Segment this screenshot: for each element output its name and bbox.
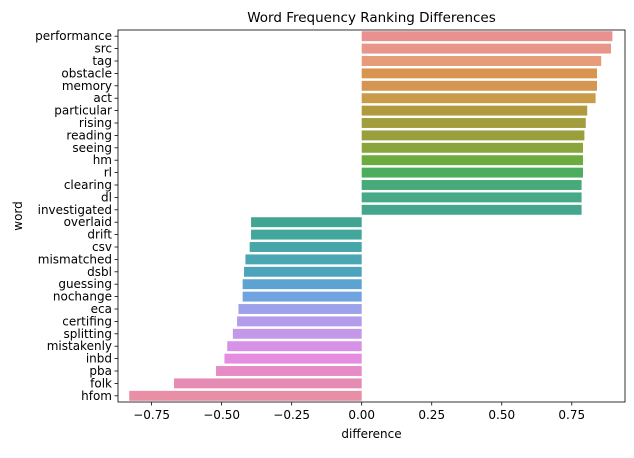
y-tick-label: investigated (38, 203, 112, 217)
bar-rising (361, 118, 586, 128)
chart-title: Word Frequency Ranking Differences (247, 10, 496, 26)
y-tick-label: eca (91, 302, 112, 316)
y-tick-label: memory (62, 79, 112, 93)
y-tick-label: hm (93, 153, 112, 167)
x-tick-label: 0.50 (488, 408, 515, 422)
y-tick-label: tag (92, 54, 112, 68)
y-tick-label: nochange (53, 290, 112, 304)
bar-dsbl (244, 266, 362, 277)
y-tick-label: overlaid (64, 215, 112, 229)
y-tick-label: certifing (62, 314, 112, 328)
bar-drift (251, 229, 362, 240)
bar-overlaid (251, 217, 362, 228)
y-tick-label: drift (87, 228, 112, 242)
x-axis-title: difference (341, 427, 401, 441)
y-tick-label: seeing (72, 141, 112, 155)
bar-seeing (361, 142, 583, 153)
y-tick-label: folk (90, 376, 112, 390)
bar-folk (174, 378, 362, 389)
x-tick-label: −0.75 (133, 408, 170, 422)
y-tick-label: rl (104, 166, 112, 180)
y-tick-label: hfom (81, 389, 112, 403)
bar-csv (249, 242, 362, 252)
bar-reading (361, 130, 585, 141)
x-tick-label: 0.75 (558, 408, 585, 422)
bar-eca (238, 304, 362, 314)
bar-particular (361, 105, 588, 116)
x-tick-label: −0.50 (203, 408, 240, 422)
bars-group (129, 31, 613, 401)
bar-inbd (224, 353, 362, 364)
x-tick-label: 0.00 (348, 408, 375, 422)
bar-performance (361, 31, 613, 42)
bar-rl (361, 167, 583, 178)
y-tick-label: clearing (64, 178, 112, 192)
bar-dl (361, 192, 582, 203)
y-tick-label: mistakenly (47, 339, 112, 353)
y-tick-label: obstacle (61, 66, 112, 80)
y-tick-label: csv (92, 240, 112, 254)
y-tick-label: performance (35, 29, 112, 43)
bar-src (361, 43, 611, 54)
x-tick-label: −0.25 (273, 408, 310, 422)
bar-pba (216, 366, 362, 376)
bar-memory (361, 80, 597, 91)
y-tick-label: act (93, 91, 112, 105)
y-tick-label: particular (54, 104, 112, 118)
bar-guessing (242, 279, 362, 290)
bar-certifing (237, 316, 362, 327)
y-tick-label: dl (101, 190, 112, 204)
y-tick-label: dsbl (87, 265, 112, 279)
y-tick-label: src (94, 42, 112, 56)
y-axis: performancesrctagobstaclememoryactpartic… (35, 29, 118, 403)
plot-frame (117, 29, 626, 403)
y-tick-label: rising (79, 116, 112, 130)
bar-act (361, 93, 596, 104)
bar-nochange (242, 291, 362, 302)
x-tick-label: 0.25 (418, 408, 445, 422)
y-tick-label: inbd (86, 352, 112, 366)
bar-hm (361, 155, 583, 166)
bar-obstacle (361, 68, 597, 79)
bar-clearing (361, 180, 582, 190)
y-tick-label: pba (89, 364, 112, 378)
y-tick-label: mismatched (38, 252, 112, 266)
y-tick-label: reading (66, 128, 112, 142)
x-axis: −0.75 −0.50 −0.25 0.00 0.25 0.50 0.75 (133, 402, 585, 422)
y-tick-label: guessing (58, 277, 112, 291)
bar-investigated (361, 204, 582, 215)
bar-mistakenly (227, 341, 362, 352)
y-tick-label: splitting (63, 327, 112, 341)
bar-tag (361, 56, 602, 66)
bar-mismatched (245, 254, 362, 265)
y-axis-title: word (11, 201, 25, 231)
bar-splitting (232, 328, 362, 339)
bar-hfom (129, 390, 362, 401)
